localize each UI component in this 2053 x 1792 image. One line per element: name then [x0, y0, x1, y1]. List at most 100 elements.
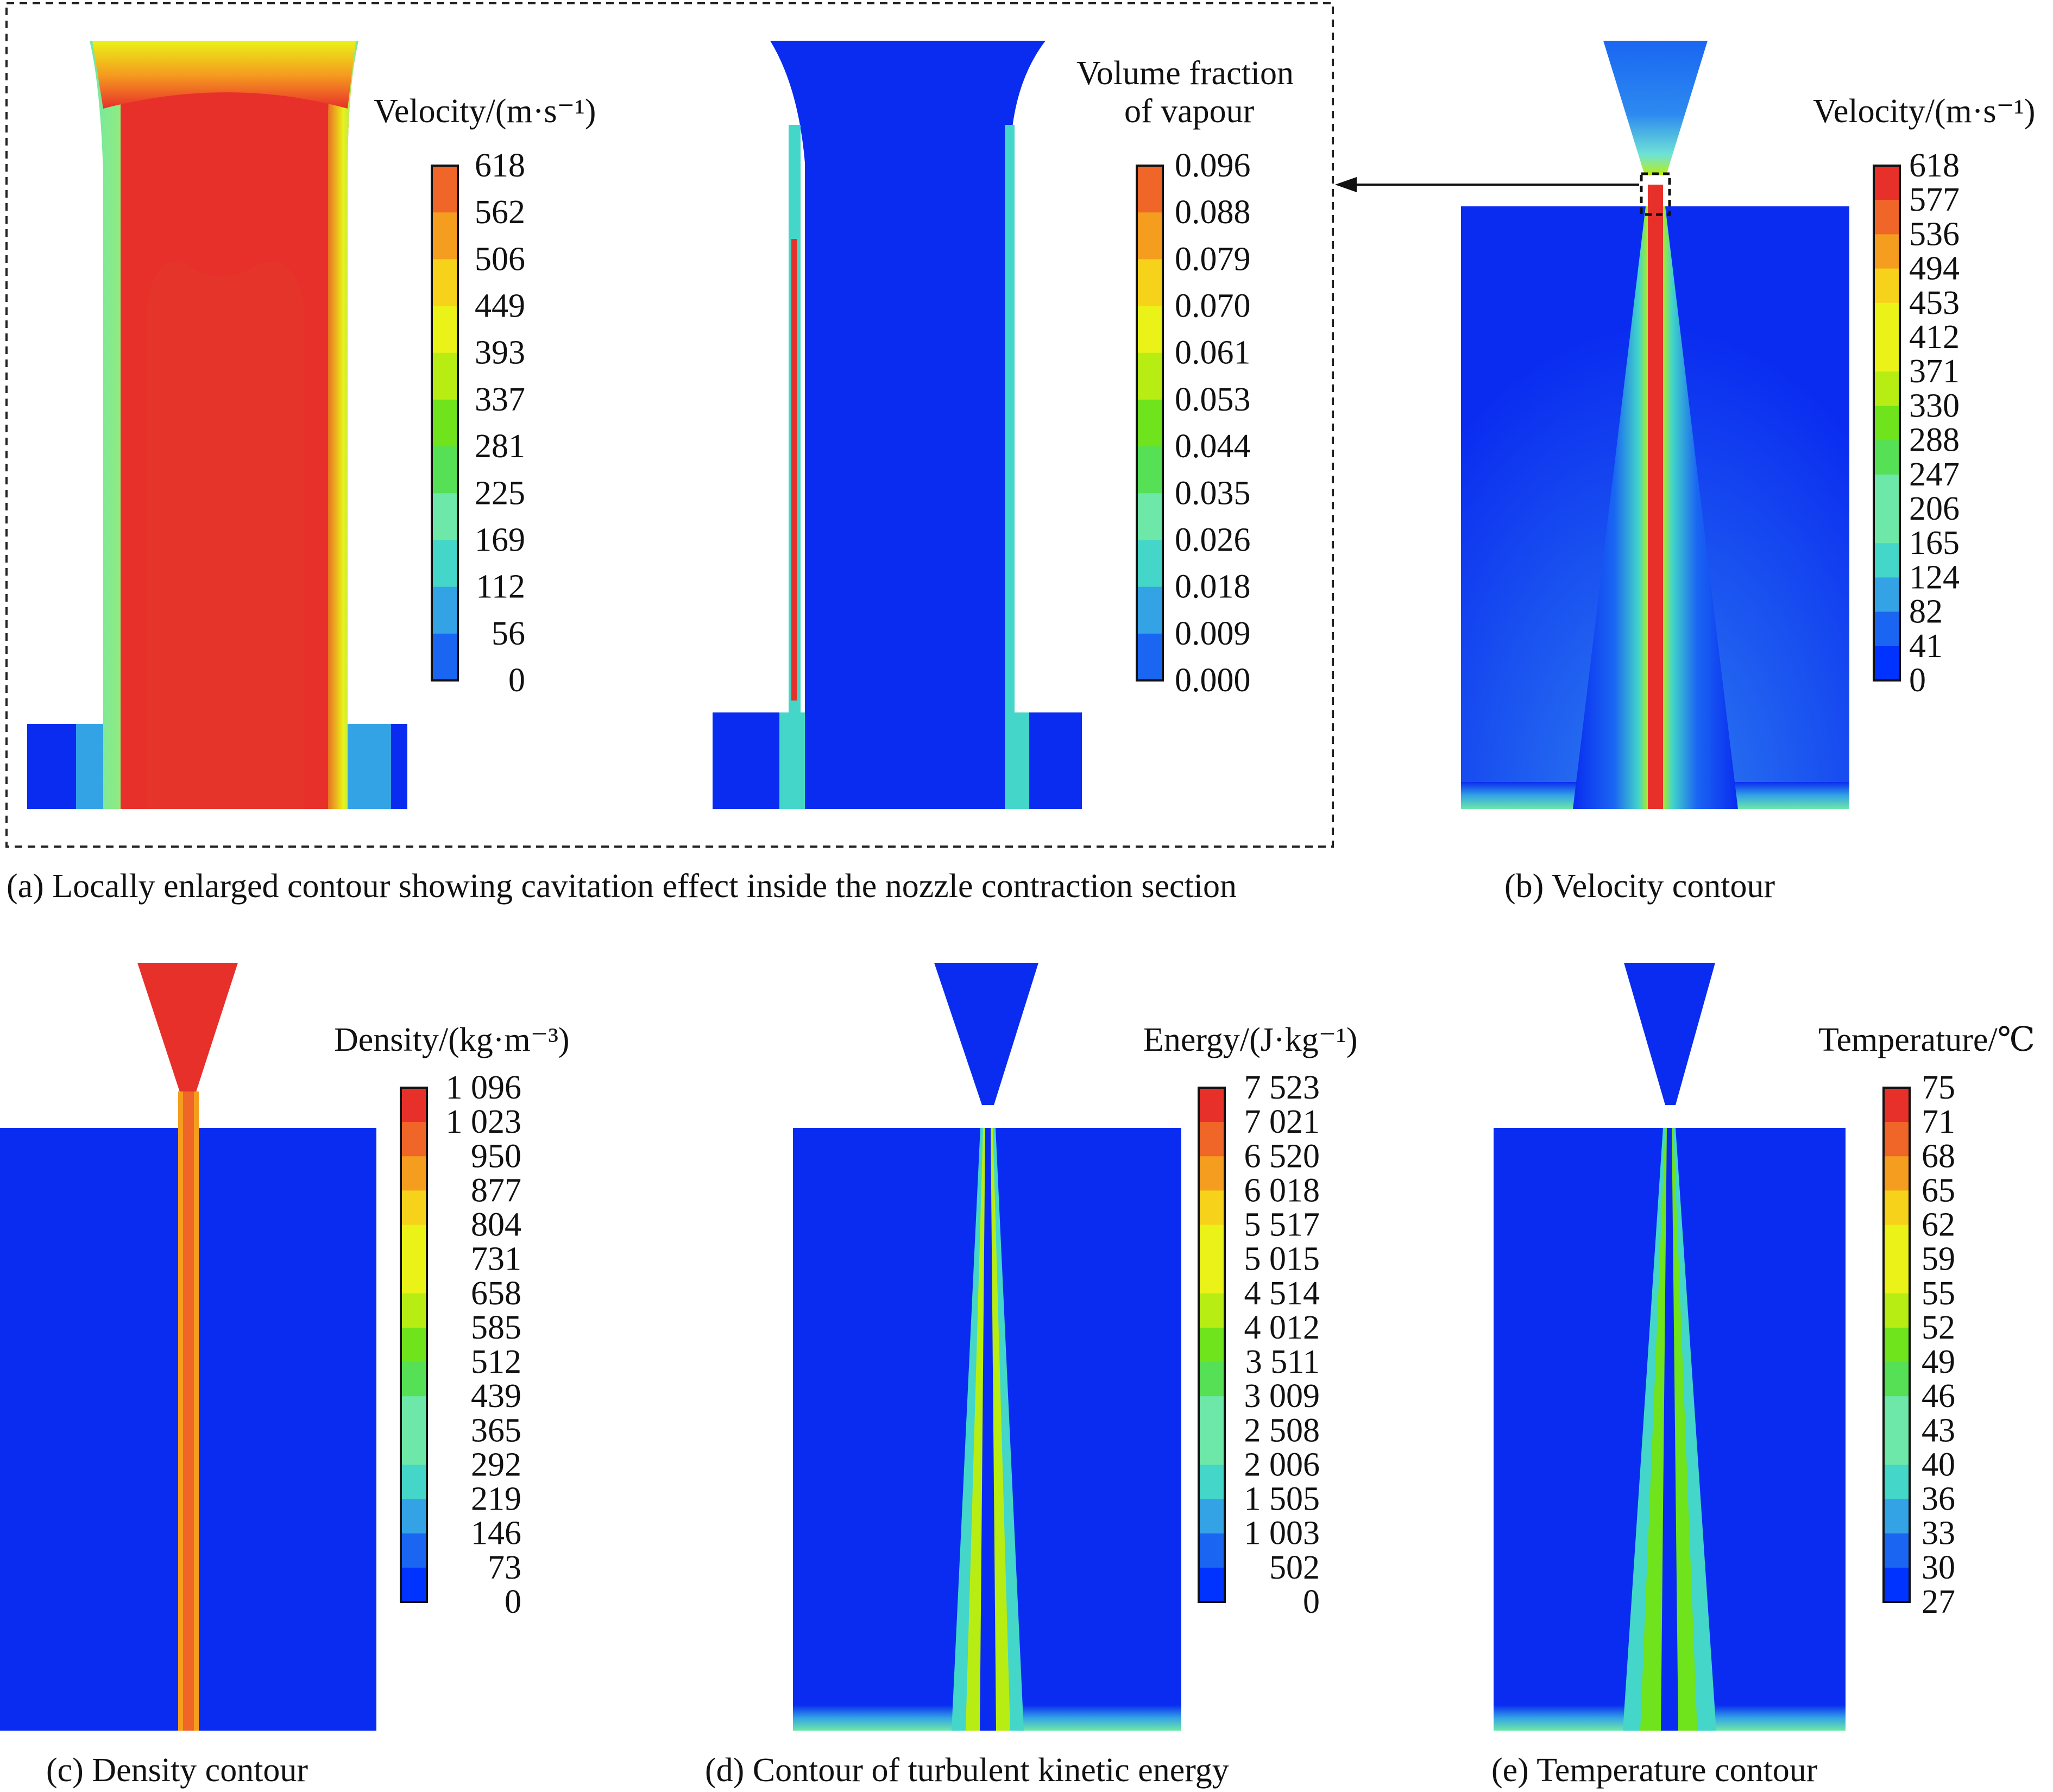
colorbar-segment — [1199, 1293, 1225, 1328]
tick-label: 4 012 — [1244, 1309, 1320, 1346]
legend-title-a-vapour-1: Volume fraction — [1076, 55, 1294, 92]
legend-title-c: Density/(kg·m⁻³) — [334, 1021, 570, 1058]
colorbar-segment — [1874, 611, 1900, 647]
legend-title-a-vapour-2: of vapour — [1124, 93, 1255, 130]
colorbar-segment — [1884, 1259, 1910, 1294]
tick-label: 0.000 — [1175, 662, 1251, 699]
tick-label: 73 — [488, 1549, 521, 1586]
colorbar-segment — [401, 1225, 427, 1260]
tick-label: 75 — [1922, 1069, 1955, 1106]
tick-label: 731 — [471, 1241, 521, 1278]
tick-label: 36 — [1922, 1481, 1955, 1518]
tick-label: 6 520 — [1244, 1138, 1320, 1175]
tick-label: 1 003 — [1244, 1515, 1320, 1552]
tick-label: 40 — [1922, 1446, 1955, 1483]
tick-label: 453 — [1909, 285, 1960, 321]
tick-label: 33 — [1922, 1515, 1955, 1552]
tick-label: 219 — [471, 1481, 521, 1518]
colorbar-segment — [1884, 1533, 1910, 1568]
tick-label: 4 514 — [1244, 1275, 1320, 1312]
tick-label: 0.061 — [1175, 335, 1251, 371]
colorbar-segment — [1199, 1499, 1225, 1534]
panel-a-velocity-field — [27, 41, 407, 809]
tick-label: 439 — [471, 1378, 521, 1415]
tick-label: 71 — [1922, 1103, 1955, 1140]
caption-c: (c) Density contour — [46, 1752, 308, 1789]
colorbar-segment — [401, 1465, 427, 1500]
tick-label: 206 — [1909, 490, 1960, 527]
tick-label: 0.018 — [1175, 569, 1251, 605]
colorbar-segment — [1884, 1088, 1910, 1122]
tick-label: 877 — [471, 1172, 521, 1209]
colorbar-segment — [1874, 302, 1900, 338]
tick-label: 0.070 — [1175, 288, 1251, 325]
tick-label: 0.009 — [1175, 615, 1251, 652]
colorbar-c — [400, 1087, 428, 1603]
tick-label: 0.044 — [1175, 428, 1251, 465]
tick-label: 59 — [1922, 1241, 1955, 1278]
colorbar-e — [1882, 1087, 1911, 1603]
colorbar-segment — [1137, 399, 1163, 447]
cone-c — [137, 963, 238, 1097]
colorbar-segment — [1137, 166, 1163, 213]
tick-label: 3 009 — [1244, 1378, 1320, 1415]
tick-label: 6 018 — [1244, 1172, 1320, 1209]
tick-label: 506 — [475, 241, 525, 277]
tick-label: 1 096 — [446, 1069, 522, 1106]
caption-e: (e) Temperature contour — [1491, 1752, 1818, 1789]
colorbar-segment — [1199, 1156, 1225, 1191]
colorbar-segment — [1199, 1567, 1225, 1602]
colorbar-segment — [1874, 234, 1900, 269]
tick-label: 562 — [475, 194, 525, 231]
colorbar-segment — [401, 1327, 427, 1362]
colorbar-segment — [1199, 1122, 1225, 1157]
tick-label: 225 — [475, 475, 525, 512]
colorbar-frame — [1198, 1087, 1226, 1603]
caption-a: (a) Locally enlarged contour showing cav… — [7, 868, 1237, 905]
tick-label: 5 015 — [1244, 1241, 1320, 1278]
tick-label: 124 — [1909, 559, 1960, 596]
colorbar-segment — [1199, 1465, 1225, 1500]
vapour-throat — [770, 41, 1046, 809]
jet-c-core — [183, 1091, 194, 1731]
jet-e-inner — [1661, 1128, 1678, 1731]
colorbar-frame — [400, 1087, 428, 1603]
colorbar-segment — [432, 306, 458, 354]
colorbar-segment — [1874, 371, 1900, 406]
colorbar-segment — [401, 1259, 427, 1294]
tick-label: 449 — [475, 288, 525, 325]
colorbar-segment — [432, 446, 458, 494]
tick-label: 393 — [475, 335, 525, 371]
tick-label: 0 — [508, 662, 525, 699]
throat-wall-right — [320, 41, 358, 809]
tick-label: 165 — [1909, 525, 1960, 561]
colorbar-segment — [1199, 1088, 1225, 1122]
colorbar-segment — [432, 212, 458, 260]
tick-label: 618 — [475, 147, 525, 184]
zoom-marker — [1640, 172, 1671, 216]
colorbar-segment — [432, 540, 458, 588]
tick-label: 43 — [1922, 1412, 1955, 1449]
colorbar-segment — [1199, 1362, 1225, 1397]
tick-label: 146 — [471, 1515, 521, 1552]
colorbar-segment — [1137, 540, 1163, 588]
tick-label: 330 — [1909, 387, 1960, 424]
colorbar-a-velocity — [431, 165, 459, 682]
tick-label: 1 505 — [1244, 1481, 1320, 1518]
colorbar-segment — [1137, 633, 1163, 681]
colorbar-segment — [1199, 1533, 1225, 1568]
colorbar-segment — [1884, 1122, 1910, 1157]
colorbar-segment — [432, 352, 458, 400]
colorbar-segment — [1884, 1293, 1910, 1328]
colorbar-segment — [1874, 577, 1900, 613]
tick-label: 371 — [1909, 353, 1960, 390]
tick-label: 247 — [1909, 456, 1960, 493]
tick-label: 169 — [475, 521, 525, 558]
zoom-arrowhead — [1335, 177, 1357, 192]
base-box-right-shear — [342, 724, 391, 809]
legend-title-e: Temperature/℃ — [1818, 1021, 2035, 1058]
colorbar-segment — [1874, 200, 1900, 235]
panel-c-density-field — [0, 963, 376, 1731]
colorbar-segment — [1137, 493, 1163, 540]
